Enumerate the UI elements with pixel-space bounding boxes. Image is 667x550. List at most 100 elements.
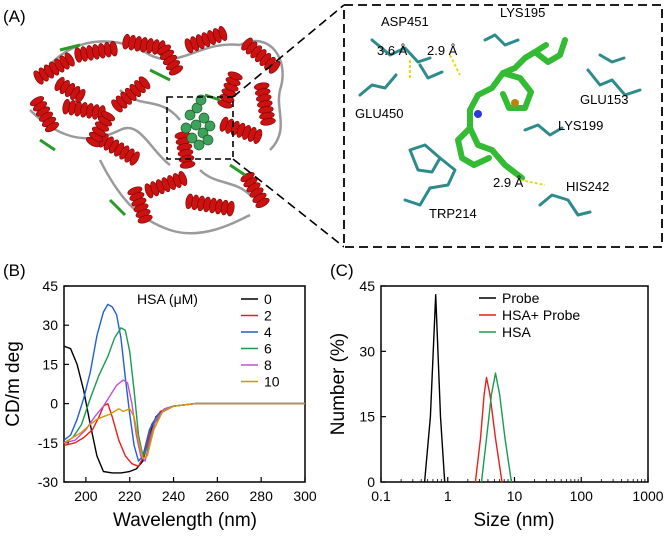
helix-turn xyxy=(255,197,270,209)
protein-loop-0 xyxy=(38,40,241,81)
protein-helix-3 xyxy=(184,26,228,54)
panel-a-label: (A) xyxy=(3,7,26,26)
x-tick-label-1: 1 xyxy=(444,488,452,504)
legend-title: HSA (μM) xyxy=(137,291,198,307)
ligand-sphere-3 xyxy=(190,119,202,131)
chart-b-series xyxy=(63,303,305,474)
series-line-10 xyxy=(63,402,305,460)
x-tick-label-3: 260 xyxy=(206,488,230,504)
protein-helix-11 xyxy=(144,171,188,199)
x-tick-label-4: 280 xyxy=(250,488,274,504)
chart-c-ylabel: Number (%) xyxy=(328,333,349,435)
protein-loop-green-0 xyxy=(59,43,81,52)
protein-loop-2 xyxy=(98,159,251,235)
y-tick-label-1: 15 xyxy=(359,409,375,425)
legend-label-0: 0 xyxy=(264,291,272,307)
protein-helix-8 xyxy=(253,82,276,126)
chart-b-ylabel: CD/m deg xyxy=(3,341,24,427)
residue-stick-0 xyxy=(370,38,432,64)
protein-ribbon-structure xyxy=(29,26,284,235)
x-tick-label-2: 10 xyxy=(507,488,523,504)
chart-b-plot-frame xyxy=(63,285,306,483)
x-tick-label-0: 0.1 xyxy=(371,488,391,504)
helix-turn xyxy=(227,71,243,81)
residue-stick-4 xyxy=(586,68,642,97)
y-tick-label-0: -30 xyxy=(38,474,58,490)
protein-helix-5 xyxy=(29,96,60,133)
x-tick-label-3: 100 xyxy=(570,488,594,504)
ligand-sphere-8 xyxy=(180,122,192,134)
distance-label-1: 3.6 Å xyxy=(377,43,408,58)
residue-stick-5 xyxy=(598,53,626,64)
residue-label-lys199: LYS199 xyxy=(558,118,603,133)
protein-helix-9 xyxy=(219,116,263,144)
protein-helix-17 xyxy=(217,71,243,109)
y-tick-label-2: 0 xyxy=(50,396,58,412)
protein-helix-10 xyxy=(98,133,140,166)
legend-label-HSA: HSA xyxy=(502,324,531,340)
helix-turn xyxy=(138,76,151,90)
protein-loop-green-1 xyxy=(149,68,171,82)
legend-label-4: 4 xyxy=(264,324,272,340)
binding-site-zoom-panel xyxy=(343,4,663,248)
helix-turn xyxy=(100,111,116,122)
residue-label-lys195: LYS195 xyxy=(500,5,545,20)
y-tick-label-3: 15 xyxy=(42,356,58,372)
residue-label-glu450: GLU450 xyxy=(355,106,403,121)
residue-label-glu153: GLU153 xyxy=(580,92,628,107)
y-tick-label-0: 0 xyxy=(367,474,375,490)
y-tick-label-4: 30 xyxy=(42,317,58,333)
residue-stick-2 xyxy=(418,63,444,80)
ligand-sulfur xyxy=(511,99,519,107)
hydrogen-bond-1 xyxy=(449,54,461,76)
helix-turn xyxy=(168,65,184,76)
series-line-Probe xyxy=(423,294,446,483)
y-tick-label-5: 45 xyxy=(42,278,58,294)
series-line-HSA xyxy=(480,372,513,483)
legend-label-10: 10 xyxy=(264,374,280,390)
helix-turn xyxy=(179,160,196,169)
chart-c-xlabel: Size (nm) xyxy=(473,510,554,531)
y-tick-label-2: 30 xyxy=(359,343,375,359)
ligand-sphere-7 xyxy=(193,139,205,151)
x-tick-label-4: 1000 xyxy=(632,488,663,504)
ligand-stick-2 xyxy=(500,70,534,111)
panel-b-label: (B) xyxy=(3,261,26,280)
legend-label-6: 6 xyxy=(264,341,272,357)
ligand-sphere-2 xyxy=(198,112,210,124)
y-tick-label-1: -15 xyxy=(38,435,58,451)
x-tick-label-2: 240 xyxy=(162,488,186,504)
protein-helix-14 xyxy=(127,186,153,224)
protein-helix-13 xyxy=(240,171,270,209)
ligand-nitrogen xyxy=(474,110,482,118)
residue-label-trp214: TRP214 xyxy=(429,206,477,221)
helix-turn xyxy=(226,200,235,217)
series-line-8 xyxy=(63,379,305,462)
protein-loop-green-5 xyxy=(39,138,56,152)
protein-helix-16 xyxy=(85,111,116,148)
protein-helix-18 xyxy=(156,44,184,76)
ligand-stick-4 xyxy=(455,125,492,168)
helix-turn xyxy=(129,151,140,166)
distance-label-2: 2.9 Å xyxy=(427,43,458,58)
protein-helix-4 xyxy=(241,37,281,74)
protein-helix-1 xyxy=(74,40,118,63)
helix-turn xyxy=(260,117,276,126)
ligand-sphere-0 xyxy=(184,109,196,121)
x-tick-label-5: 300 xyxy=(293,488,317,504)
residue-stick-9 xyxy=(428,156,457,190)
helix-turn xyxy=(109,40,118,57)
helix-turn xyxy=(75,88,86,104)
helix-turn xyxy=(178,171,188,186)
ligand-sphere-5 xyxy=(186,132,198,144)
panel-c-label: (C) xyxy=(330,261,354,280)
chart-c-series xyxy=(423,294,513,483)
helix-turn xyxy=(137,214,153,224)
helix-turn xyxy=(44,122,60,133)
protein-loop-green-3 xyxy=(108,198,127,217)
residue-stick-3 xyxy=(483,33,520,47)
